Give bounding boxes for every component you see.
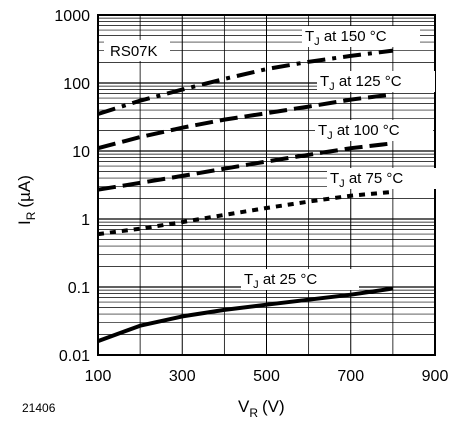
series-group bbox=[97, 48, 394, 343]
series-line-0 bbox=[97, 48, 394, 116]
series-label-4: TJ at 25 °C bbox=[244, 271, 317, 291]
part-label: RS07K bbox=[110, 43, 158, 60]
y-axis-title: IR (µA) bbox=[15, 175, 38, 225]
series-label-rest: at 125 °C bbox=[335, 73, 402, 90]
y-axis-title-unit: (µA) bbox=[15, 175, 34, 207]
series-label-rest: at 150 °C bbox=[320, 28, 387, 45]
y-tick-label: 0.1 bbox=[68, 280, 90, 297]
series-label-rest: at 25 °C bbox=[259, 271, 318, 288]
y-axis-title-sub: R bbox=[24, 211, 38, 220]
series-labels: TJ at 150 °CTJ at 125 °CTJ at 100 °CTJ a… bbox=[241, 26, 445, 291]
series-label-3: TJ at 75 °C bbox=[330, 170, 403, 190]
series-line-1 bbox=[97, 92, 394, 151]
series-label-bg bbox=[241, 269, 359, 290]
y-tick-label: 10 bbox=[72, 144, 90, 161]
x-tick-label: 300 bbox=[169, 368, 196, 385]
series-label-1: TJ at 125 °C bbox=[320, 73, 402, 93]
series-label-main: T bbox=[244, 271, 253, 288]
series-label-bg bbox=[317, 71, 435, 92]
x-axis-title: VR (V) bbox=[238, 397, 285, 420]
series-label-main: T bbox=[305, 28, 314, 45]
series-label-sub: J bbox=[327, 130, 333, 142]
x-tick-label: 700 bbox=[337, 368, 364, 385]
y-axis-title-main: I bbox=[15, 220, 34, 225]
y-tick-label: 1000 bbox=[54, 8, 90, 25]
x-tick-label: 100 bbox=[85, 368, 112, 385]
series-label-sub: J bbox=[329, 81, 335, 93]
series-label-sub: J bbox=[314, 36, 320, 48]
series-label-bg bbox=[327, 168, 445, 189]
series-label-rest: at 75 °C bbox=[345, 170, 404, 187]
series-label-sub: J bbox=[339, 178, 345, 190]
series-line-3 bbox=[97, 189, 394, 237]
series-label-bg bbox=[315, 120, 433, 141]
series-label-bg bbox=[302, 26, 420, 47]
series-label-main: T bbox=[330, 170, 339, 187]
series-label-rest: at 100 °C bbox=[333, 122, 400, 139]
part-label-box: RS07K bbox=[104, 40, 170, 61]
series-label-main: T bbox=[320, 73, 329, 90]
series-label-sub: J bbox=[253, 279, 259, 291]
figure-id: 21406 bbox=[22, 401, 56, 415]
series-label-main: T bbox=[318, 122, 327, 139]
series-label-2: TJ at 100 °C bbox=[318, 122, 400, 142]
y-tick-label: 1 bbox=[81, 212, 90, 229]
series-label-0: TJ at 150 °C bbox=[305, 28, 387, 48]
y-tick-label: 0.01 bbox=[59, 348, 90, 365]
x-tick-label: 900 bbox=[422, 368, 449, 385]
tick-labels: 100 300 500 700 900 0.01 0.1 1 10 100 1000 bbox=[54, 8, 448, 385]
series-line-4 bbox=[97, 286, 394, 343]
x-axis-title-unit: (V) bbox=[262, 397, 285, 416]
x-axis-title-sub: R bbox=[249, 406, 258, 420]
y-tick-label: 100 bbox=[63, 76, 90, 93]
x-tick-label: 500 bbox=[253, 368, 280, 385]
x-axis-title-main: V bbox=[238, 397, 250, 416]
